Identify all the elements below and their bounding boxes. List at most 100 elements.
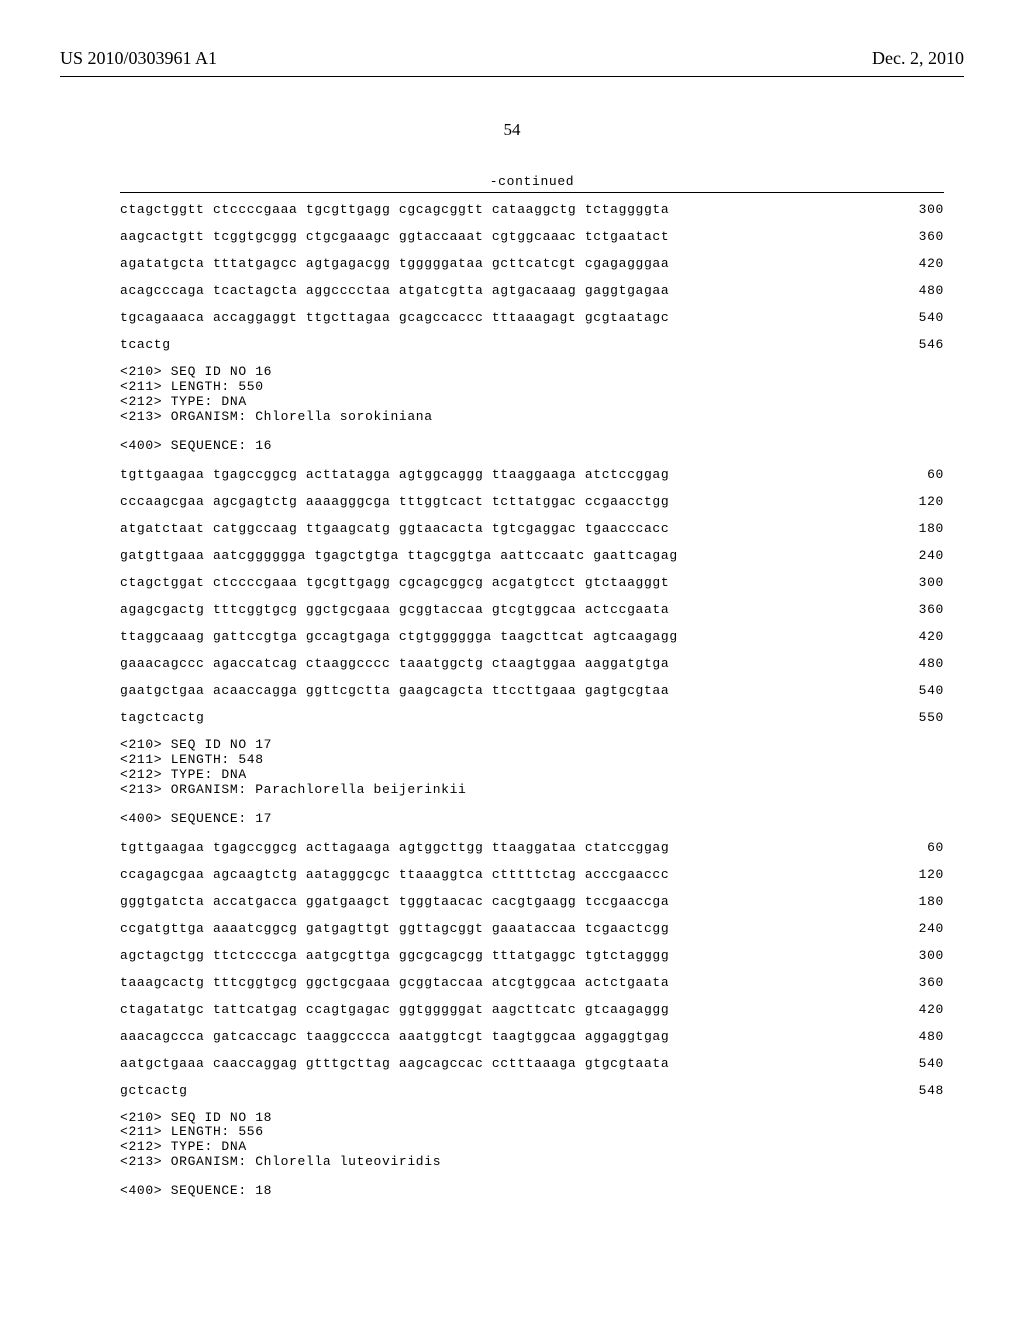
sequence-position: 548 (896, 1084, 944, 1097)
sequence-position: 546 (896, 338, 944, 351)
sequence-position: 300 (896, 949, 944, 962)
sequence-row: gaatgctgaa acaaccagga ggttcgctta gaagcag… (120, 684, 944, 697)
sequence-position: 420 (896, 1003, 944, 1016)
sequence-position: 420 (896, 257, 944, 270)
sequence-row: tgttgaagaa tgagccggcg acttagaaga agtggct… (120, 841, 944, 854)
metadata-line: <212> TYPE: DNA (120, 1140, 944, 1155)
sequence-position: 420 (896, 630, 944, 643)
sequence-row: gggtgatcta accatgacca ggatgaagct tgggtaa… (120, 895, 944, 908)
sequence-row: tagctcactg 550 (120, 711, 944, 724)
sequence-row: agagcgactg tttcggtgcg ggctgcgaaa gcggtac… (120, 603, 944, 616)
sequence-text: gctcactg (120, 1084, 188, 1097)
sequence-text: agatatgcta tttatgagcc agtgagacgg tggggga… (120, 257, 669, 270)
sequence-text: aaacagccca gatcaccagc taaggcccca aaatggt… (120, 1030, 669, 1043)
sequence-row: atgatctaat catggccaag ttgaagcatg ggtaaca… (120, 522, 944, 535)
sequence-position: 120 (896, 868, 944, 881)
sequence-text: tagctcactg (120, 711, 205, 724)
sequence-header: <400> SEQUENCE: 16 (120, 439, 944, 452)
metadata-line: <210> SEQ ID NO 16 (120, 365, 944, 380)
sequence-text: tcactg (120, 338, 171, 351)
sequence-header: <400> SEQUENCE: 18 (120, 1184, 944, 1197)
metadata-line: <210> SEQ ID NO 17 (120, 738, 944, 753)
sequence-row: aagcactgtt tcggtgcggg ctgcgaaagc ggtacca… (120, 230, 944, 243)
metadata-line: <211> LENGTH: 548 (120, 753, 944, 768)
sequence-text: agagcgactg tttcggtgcg ggctgcgaaa gcggtac… (120, 603, 669, 616)
sequence-position: 240 (896, 922, 944, 935)
sequence-metadata: <210> SEQ ID NO 16<211> LENGTH: 550<212>… (120, 365, 944, 425)
sequence-row: agctagctgg ttctccccga aatgcgttga ggcgcag… (120, 949, 944, 962)
metadata-line: <211> LENGTH: 556 (120, 1125, 944, 1140)
sequence-row: aaacagccca gatcaccagc taaggcccca aaatggt… (120, 1030, 944, 1043)
sequence-metadata: <210> SEQ ID NO 17<211> LENGTH: 548<212>… (120, 738, 944, 798)
sequence-text: aatgctgaaa caaccaggag gtttgcttag aagcagc… (120, 1057, 669, 1070)
sequence-position: 360 (896, 976, 944, 989)
sequence-position: 60 (896, 841, 944, 854)
sequence-listing: -continued ctagctggtt ctccccgaaa tgcgttg… (120, 175, 944, 1213)
sequence-text: acagcccaga tcactagcta aggcccctaa atgatcg… (120, 284, 669, 297)
sequence-row: ttaggcaaag gattccgtga gccagtgaga ctgtggg… (120, 630, 944, 643)
sequence-text: taaagcactg tttcggtgcg ggctgcgaaa gcggtac… (120, 976, 669, 989)
sequence-row: acagcccaga tcactagcta aggcccctaa atgatcg… (120, 284, 944, 297)
sequence-row: agatatgcta tttatgagcc agtgagacgg tggggga… (120, 257, 944, 270)
sequence-position: 540 (896, 311, 944, 324)
sequence-row: gaaacagccc agaccatcag ctaaggcccc taaatgg… (120, 657, 944, 670)
sequence-position: 300 (896, 203, 944, 216)
publication-number: US 2010/0303961 A1 (60, 48, 217, 69)
metadata-line: <213> ORGANISM: Chlorella luteoviridis (120, 1155, 944, 1170)
header-rule (60, 76, 964, 77)
sequence-row: tcactg 546 (120, 338, 944, 351)
sequence-row: taaagcactg tttcggtgcg ggctgcgaaa gcggtac… (120, 976, 944, 989)
sequence-position: 120 (896, 495, 944, 508)
sequence-position: 240 (896, 549, 944, 562)
sequence-text: gggtgatcta accatgacca ggatgaagct tgggtaa… (120, 895, 669, 908)
metadata-line: <212> TYPE: DNA (120, 395, 944, 410)
publication-date: Dec. 2, 2010 (872, 48, 964, 69)
sequence-row: ctagctggat ctccccgaaa tgcgttgagg cgcagcg… (120, 576, 944, 589)
sequence-text: tgcagaaaca accaggaggt ttgcttagaa gcagcca… (120, 311, 669, 324)
sequence-position: 480 (896, 657, 944, 670)
sequence-text: gaaacagccc agaccatcag ctaaggcccc taaatgg… (120, 657, 669, 670)
sequence-position: 360 (896, 603, 944, 616)
sequence-position: 60 (896, 468, 944, 481)
sequence-position: 180 (896, 895, 944, 908)
sequence-position: 360 (896, 230, 944, 243)
sequence-row: ccagagcgaa agcaagtctg aatagggcgc ttaaagg… (120, 868, 944, 881)
sequence-row: cccaagcgaa agcgagtctg aaaagggcga tttggtc… (120, 495, 944, 508)
continued-label: -continued (120, 175, 944, 188)
sequence-text: ccagagcgaa agcaagtctg aatagggcgc ttaaagg… (120, 868, 669, 881)
sequence-row: ctagatatgc tattcatgag ccagtgagac ggtgggg… (120, 1003, 944, 1016)
sequence-position: 180 (896, 522, 944, 535)
metadata-line: <211> LENGTH: 550 (120, 380, 944, 395)
sequence-text: ccgatgttga aaaatcggcg gatgagttgt ggttagc… (120, 922, 669, 935)
sequence-text: atgatctaat catggccaag ttgaagcatg ggtaaca… (120, 522, 669, 535)
content-top-rule (120, 192, 944, 193)
sequence-text: cccaagcgaa agcgagtctg aaaagggcga tttggtc… (120, 495, 669, 508)
sequence-text: ctagctggtt ctccccgaaa tgcgttgagg cgcagcg… (120, 203, 669, 216)
sequence-row: tgttgaagaa tgagccggcg acttatagga agtggca… (120, 468, 944, 481)
sequence-row: gctcactg 548 (120, 1084, 944, 1097)
sequence-text: ctagatatgc tattcatgag ccagtgagac ggtgggg… (120, 1003, 669, 1016)
sequence-text: ctagctggat ctccccgaaa tgcgttgagg cgcagcg… (120, 576, 669, 589)
metadata-line: <213> ORGANISM: Parachlorella beijerinki… (120, 783, 944, 798)
sequence-row: aatgctgaaa caaccaggag gtttgcttag aagcagc… (120, 1057, 944, 1070)
sequence-text: tgttgaagaa tgagccggcg acttatagga agtggca… (120, 468, 669, 481)
sequence-row: ctagctggtt ctccccgaaa tgcgttgagg cgcagcg… (120, 203, 944, 216)
sequence-text: gaatgctgaa acaaccagga ggttcgctta gaagcag… (120, 684, 669, 697)
sequence-text: aagcactgtt tcggtgcggg ctgcgaaagc ggtacca… (120, 230, 669, 243)
sequence-text: tgttgaagaa tgagccggcg acttagaaga agtggct… (120, 841, 669, 854)
sequence-position: 550 (896, 711, 944, 724)
page-number: 54 (0, 120, 1024, 140)
sequence-position: 480 (896, 1030, 944, 1043)
sequence-text: agctagctgg ttctccccga aatgcgttga ggcgcag… (120, 949, 669, 962)
sequence-text: gatgttgaaa aatcgggggga tgagctgtga ttagcg… (120, 549, 678, 562)
sequence-header: <400> SEQUENCE: 17 (120, 812, 944, 825)
sequence-position: 540 (896, 1057, 944, 1070)
sequence-position: 540 (896, 684, 944, 697)
metadata-line: <213> ORGANISM: Chlorella sorokiniana (120, 410, 944, 425)
sequence-row: tgcagaaaca accaggaggt ttgcttagaa gcagcca… (120, 311, 944, 324)
sequence-position: 300 (896, 576, 944, 589)
sequence-row: ccgatgttga aaaatcggcg gatgagttgt ggttagc… (120, 922, 944, 935)
page-header: US 2010/0303961 A1 Dec. 2, 2010 (0, 48, 1024, 69)
metadata-line: <212> TYPE: DNA (120, 768, 944, 783)
sequence-row: gatgttgaaa aatcgggggga tgagctgtga ttagcg… (120, 549, 944, 562)
